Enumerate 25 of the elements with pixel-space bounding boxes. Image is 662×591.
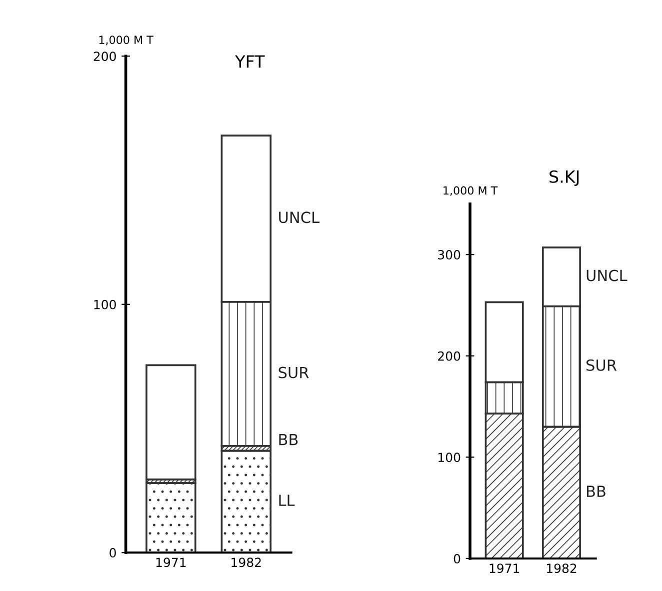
x-tick-label: 1982 <box>546 564 576 574</box>
chart-title: YFT <box>235 55 265 68</box>
chart-title: S.KJ <box>550 170 579 186</box>
x-tick-label: 1971 <box>156 558 186 568</box>
x-tick-label: 1982 <box>232 558 261 568</box>
y-tick-label: 300 <box>438 250 460 260</box>
series-label: UNCL <box>279 212 320 224</box>
y-tick-label: 0 <box>110 548 116 558</box>
y-axis-title: 1,000 M T <box>444 186 498 196</box>
series-label: LL <box>279 494 295 506</box>
x-tick-label: 1971 <box>490 564 520 574</box>
y-axis-title: 1,000 M T <box>99 36 154 46</box>
bar <box>146 364 196 480</box>
series-label: UNCL <box>586 270 628 282</box>
y-tick-label: 200 <box>94 52 116 62</box>
series-label: BB <box>587 486 606 497</box>
bar <box>220 450 272 553</box>
series-label: SUR <box>586 359 617 371</box>
y-tick-label: 200 <box>438 351 460 361</box>
y-tick-label: 0 <box>454 554 460 564</box>
series-label: BB <box>279 434 298 446</box>
y-tick-label: 100 <box>438 452 460 462</box>
series-label: SUR <box>278 366 309 378</box>
y-tick-label: 100 <box>94 300 116 310</box>
bar <box>146 482 196 553</box>
